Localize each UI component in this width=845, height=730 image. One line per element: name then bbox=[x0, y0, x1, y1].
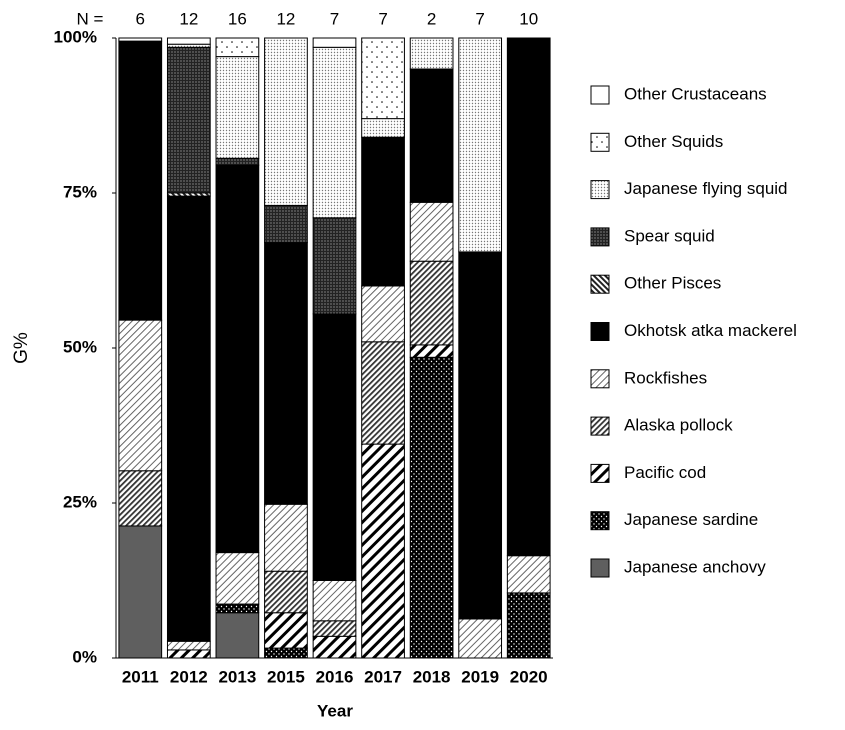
legend-label: Japanese flying squid bbox=[624, 179, 788, 198]
bar-segment bbox=[409, 201, 454, 262]
legend-label: Japanese anchovy bbox=[624, 557, 766, 576]
n-value: 7 bbox=[330, 9, 339, 28]
bar-segment bbox=[312, 46, 357, 219]
bar-segment bbox=[409, 260, 454, 346]
x-tick-label: 2017 bbox=[364, 667, 402, 686]
n-value: 7 bbox=[475, 9, 484, 28]
bar-segment bbox=[409, 356, 454, 659]
bar-segment bbox=[264, 647, 308, 659]
bar-segment bbox=[215, 612, 260, 659]
bar-segment bbox=[215, 603, 260, 614]
bar-segment bbox=[312, 635, 357, 659]
bar-segment bbox=[264, 503, 308, 572]
x-tick-label: 2011 bbox=[122, 667, 159, 686]
y-tick-label: 50% bbox=[63, 337, 97, 356]
bar-segment bbox=[215, 37, 260, 58]
legend-label: Pacific cod bbox=[624, 463, 706, 482]
n-value: 2 bbox=[427, 9, 436, 28]
legend-label: Other Pisces bbox=[624, 274, 721, 293]
bar-segment bbox=[264, 570, 308, 614]
y-tick-label: 25% bbox=[63, 492, 97, 511]
bar-segment bbox=[166, 37, 211, 45]
x-tick-label: 2020 bbox=[510, 667, 548, 686]
bar-segment bbox=[458, 37, 503, 253]
y-axis-label: G% bbox=[11, 332, 32, 364]
legend-swatch bbox=[590, 274, 610, 294]
legend-swatch bbox=[590, 369, 610, 389]
legend-label: Okhotsk atka mackerel bbox=[624, 321, 797, 340]
x-axis-label: Year bbox=[317, 701, 353, 720]
x-tick-label: 2012 bbox=[170, 667, 208, 686]
bar-segment bbox=[506, 555, 551, 594]
bar-segment bbox=[312, 620, 357, 637]
legend-label: Other Crustaceans bbox=[624, 84, 767, 103]
legend-label: Spear squid bbox=[624, 226, 715, 245]
bar-segment bbox=[215, 56, 260, 159]
bar-segment bbox=[215, 552, 260, 605]
n-value: 6 bbox=[136, 9, 145, 28]
n-value: 12 bbox=[276, 9, 295, 28]
bar-segment bbox=[215, 157, 260, 166]
bar-segment bbox=[118, 525, 163, 659]
legend-label: Other Squids bbox=[624, 132, 723, 151]
bar-segment bbox=[458, 618, 503, 659]
x-tick-label: 2016 bbox=[316, 667, 354, 686]
legend-swatch bbox=[590, 132, 610, 152]
legend-swatch bbox=[590, 463, 610, 483]
bar-segment bbox=[506, 592, 551, 659]
bar-segment bbox=[166, 46, 211, 194]
bar-segment bbox=[118, 470, 163, 527]
legend-swatch bbox=[590, 85, 610, 105]
bar-segment bbox=[215, 164, 260, 554]
bar-segment bbox=[312, 313, 357, 581]
bar-segment bbox=[118, 319, 163, 472]
legend-swatch bbox=[590, 227, 610, 247]
y-tick-label: 100% bbox=[54, 27, 97, 46]
bar-segment bbox=[166, 195, 211, 642]
legend-label: Alaska pollock bbox=[624, 416, 733, 435]
bar-segment bbox=[409, 344, 454, 358]
bar-segment bbox=[312, 217, 357, 315]
n-value: 16 bbox=[228, 9, 247, 28]
bar-segment bbox=[361, 37, 405, 120]
legend-label: Japanese sardine bbox=[624, 510, 758, 529]
bar-segment bbox=[264, 612, 308, 649]
bar-segment bbox=[506, 37, 551, 557]
y-tick-label: 0% bbox=[72, 647, 97, 666]
bar-segment bbox=[312, 37, 357, 48]
bar-segment bbox=[264, 242, 308, 505]
bar-segment bbox=[409, 37, 454, 70]
legend-swatch bbox=[590, 322, 610, 341]
x-tick-label: 2018 bbox=[413, 667, 451, 686]
bar-segment bbox=[118, 40, 163, 321]
bar-segment bbox=[264, 204, 308, 244]
n-value: 12 bbox=[179, 9, 198, 28]
n-value: 7 bbox=[378, 9, 387, 28]
x-tick-label: 2019 bbox=[461, 667, 499, 686]
bar-segment bbox=[361, 443, 405, 659]
bar-segment bbox=[166, 640, 211, 651]
legend-swatch bbox=[590, 511, 610, 531]
legend-label: Rockfishes bbox=[624, 368, 707, 387]
bar-segment bbox=[361, 285, 405, 343]
bar-segment bbox=[458, 251, 503, 620]
bar-segment bbox=[361, 118, 405, 138]
bar-segment bbox=[264, 37, 308, 206]
legend-swatch bbox=[590, 558, 610, 578]
legend-swatch bbox=[590, 180, 610, 200]
bar-segment bbox=[166, 649, 211, 659]
bar-segment bbox=[312, 580, 357, 622]
bar-segment bbox=[361, 136, 405, 287]
y-tick-label: 75% bbox=[63, 182, 97, 201]
legend-swatch bbox=[590, 416, 610, 436]
bar-segment bbox=[118, 37, 163, 42]
x-tick-label: 2013 bbox=[218, 667, 256, 686]
x-tick-label: 2015 bbox=[267, 667, 305, 686]
bar-segment bbox=[409, 68, 454, 203]
n-label: N = bbox=[77, 9, 104, 28]
bar-segment bbox=[361, 341, 405, 445]
n-value: 10 bbox=[519, 9, 538, 28]
